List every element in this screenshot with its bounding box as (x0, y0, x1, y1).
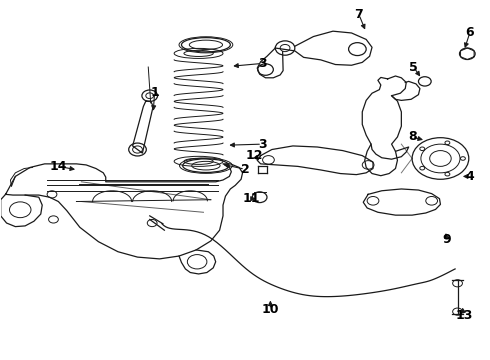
Text: 12: 12 (246, 149, 264, 162)
Text: 9: 9 (442, 233, 451, 246)
Text: 2: 2 (241, 163, 249, 176)
Text: 14: 14 (49, 160, 67, 173)
Text: 3: 3 (258, 138, 267, 150)
Text: 7: 7 (354, 8, 363, 21)
Text: 6: 6 (466, 27, 474, 40)
Text: 8: 8 (408, 130, 416, 144)
Text: 3: 3 (258, 57, 267, 70)
Text: 5: 5 (409, 60, 418, 73)
Text: 1: 1 (150, 86, 159, 99)
Text: 10: 10 (262, 303, 279, 316)
Text: 4: 4 (466, 170, 474, 183)
Text: 11: 11 (243, 192, 260, 205)
Text: 13: 13 (455, 309, 472, 322)
